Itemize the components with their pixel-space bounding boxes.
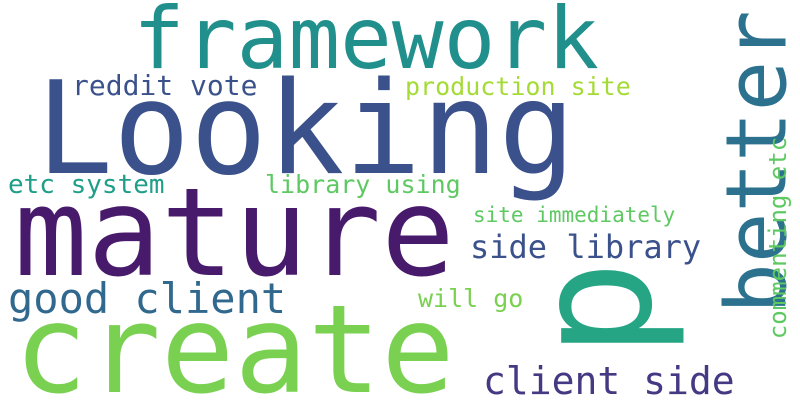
word-reddit-vote: reddit vote — [72, 69, 258, 102]
word-framework: framework — [133, 0, 599, 89]
word-will-go: will go — [418, 284, 524, 313]
word-side-library: side library — [470, 228, 702, 266]
word-etc-system: etc system — [8, 170, 165, 200]
word-p: p — [500, 260, 689, 358]
word-good-client: good client — [8, 274, 287, 323]
word-create: create — [14, 279, 455, 400]
word-library-using: library using — [265, 170, 461, 199]
word-site-immediately: site immediately — [473, 203, 676, 227]
word-client-side: client side — [483, 359, 735, 400]
word-production-site: production site — [405, 72, 631, 101]
word-mature: mature — [14, 162, 455, 304]
word-looking: Looking — [36, 55, 576, 204]
word-commenting-etc: commenting etc — [764, 136, 793, 340]
